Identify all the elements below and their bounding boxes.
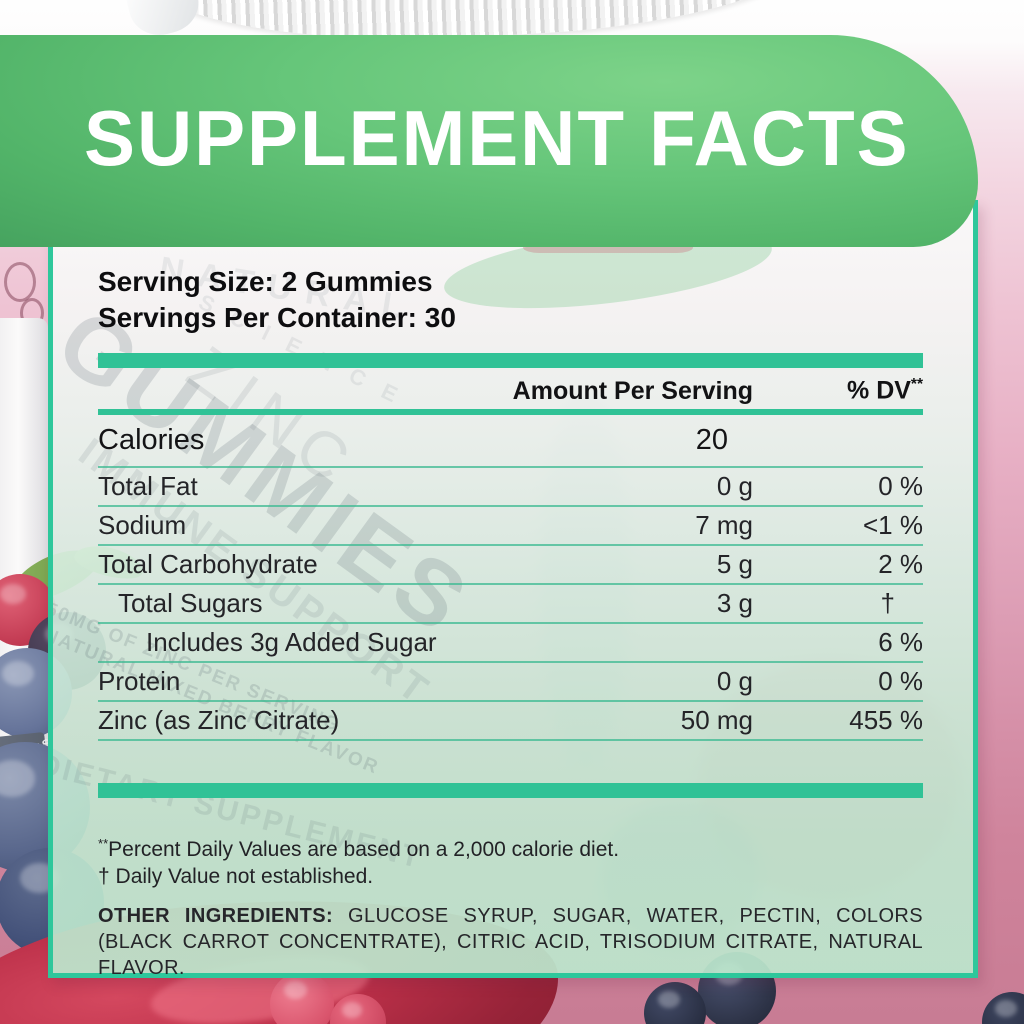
bubble-decoration [4,262,36,302]
row-dv: † [880,588,895,618]
serving-size-text: Serving Size: 2 Gummies [98,266,433,297]
table-row-zinc: Zinc (as Zinc Citrate) 50 mg 455 % [98,702,923,741]
row-dv: 2 % [878,549,923,579]
row-amount: 3 g [716,588,753,618]
row-label: Total Fat [98,471,198,501]
row-dv: 0 % [878,666,923,696]
supplement-facts-panel: NATURAL SCIENCE ZINC GUMMIES IMMUNE SUPP… [48,200,978,979]
row-amount: 20 [695,424,728,456]
row-amount: 0 g [716,471,753,501]
footnote-daily-values: **Percent Daily Values are based on a 2,… [98,836,620,861]
row-label: Total Sugars [118,588,263,618]
row-label: Total Carbohydrate [98,549,318,579]
divider-bar-header [98,409,923,415]
supplement-facts-banner: SUPPLEMENT FACTS [0,35,978,247]
table-row-sodium: Sodium 7 mg <1 % [98,507,923,546]
table-row-protein: Protein 0 g 0 % [98,663,923,702]
table-row-total-carbohydrate: Total Carbohydrate 5 g 2 % [98,546,923,585]
servings-per-container-text: Servings Per Container: 30 [98,302,456,333]
table-row-added-sugar: Includes 3g Added Sugar 6 % [98,624,923,663]
row-dv: 0 % [878,471,923,501]
footnote-dagger: † Daily Value not established. [98,865,374,888]
divider-bar-top [98,353,923,368]
divider-bar-bottom [98,783,923,798]
table-header-row: Amount Per Serving % DV** [98,373,923,409]
table-row-total-sugars: Total Sugars 3 g † [98,585,923,624]
row-label: Includes 3g Added Sugar [146,627,437,657]
table-row-total-fat: Total Fat 0 g 0 % [98,468,923,507]
row-amount: 5 g [716,549,753,579]
blueberry-image [644,982,706,1024]
row-label: Protein [98,666,181,696]
table-row-calories: Calories 20 [98,415,923,468]
page-title: SUPPLEMENT FACTS [84,93,910,182]
row-amount: 0 g [716,666,753,696]
row-dv: 455 % [849,705,923,735]
row-amount: 50 mg [680,705,753,735]
row-label: Zinc (as Zinc Citrate) [98,705,340,735]
row-dv: 6 % [878,627,923,657]
amount-per-serving-header: Amount Per Serving [512,376,753,405]
row-amount: 7 mg [695,510,753,540]
row-label: Sodium [98,510,187,540]
row-dv: <1 % [863,510,923,540]
other-ingredients-text: OTHER INGREDIENTS: GLUCOSE SYRUP, SUGAR,… [98,905,923,979]
percent-dv-header: % DV** [847,376,923,405]
raspberry-image [270,972,334,1024]
row-label: Calories [98,424,205,456]
